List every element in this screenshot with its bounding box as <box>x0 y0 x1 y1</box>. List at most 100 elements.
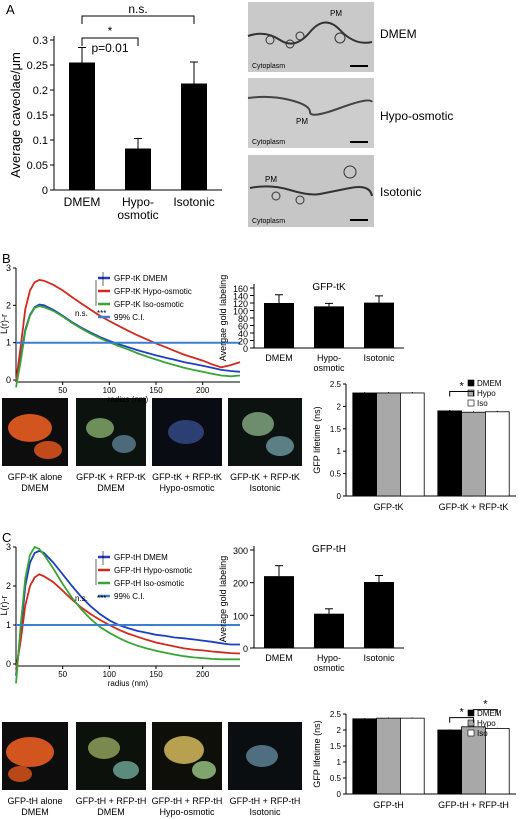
caption-line1: GFP-tH + RFP-tH <box>152 796 223 806</box>
legend-label: GFP-tH Hypo-osmotic <box>114 566 192 575</box>
y-tick-label: 200 <box>233 579 248 589</box>
significance-label: n.s. <box>75 594 88 603</box>
y-axis-label: Average caveolae/μm <box>8 52 23 178</box>
significance-bracket <box>81 37 139 46</box>
bar <box>352 718 377 795</box>
caption-line1: GFP-tH alone <box>7 796 62 806</box>
category-label: DMEM <box>265 353 293 363</box>
category-label: Hypo- <box>317 353 341 363</box>
x-tick-label: 50 <box>58 386 67 395</box>
legend-swatch <box>467 399 475 407</box>
caption-line2: Isotonic <box>249 483 281 493</box>
x-tick-label: 150 <box>149 386 163 395</box>
legend-label: Hypo <box>477 389 496 398</box>
y-tick-label: 0.5 <box>330 470 342 479</box>
chart-th-lifetime-bar: 0 0.5 1 1.5 2 2.5 GFP-tH GFP-tH + RFP-tH DMEMHyp… <box>312 699 516 810</box>
legend-swatch <box>467 729 475 737</box>
micrograph-cyto-label: Cytoplasm <box>252 218 285 225</box>
chart-caveolae-bar: 0 0.05 0.1 0.15 0.2 0.25 0.3 DMEM Hypo-osmotic Is… <box>8 2 222 222</box>
y-tick-label: 3 <box>6 542 11 552</box>
series-line <box>15 545 240 684</box>
y-tick-label: 0 <box>243 344 248 354</box>
significance-bracket <box>473 709 498 715</box>
bar <box>352 392 377 497</box>
legend-swatch <box>467 719 475 727</box>
y-tick-label: 0.2 <box>33 85 48 97</box>
cell-image-captions-c: GFP-tH alone DMEM GFP-tH + RFP-tH DMEM G… <box>7 796 300 817</box>
legend-label: 99% C.I. <box>114 313 145 322</box>
x-tick-label: 200 <box>196 670 210 679</box>
y-tick-label: 0.25 <box>27 60 48 72</box>
group-label: GFP-tH <box>373 800 404 810</box>
legend-label: GFP-tH Iso-osmotic <box>114 579 184 588</box>
bar <box>314 306 344 348</box>
category-label: Isotonic <box>173 195 214 209</box>
bar <box>399 392 425 497</box>
bar <box>314 613 344 648</box>
category-label: osmotic <box>313 663 345 673</box>
bar <box>181 83 207 190</box>
significance-label: * <box>459 707 464 719</box>
y-tick-label: 2 <box>6 581 11 591</box>
category-label: Hypo- <box>317 653 341 663</box>
series-line <box>15 573 241 671</box>
group-label: GFP-tH + RFP-tH <box>438 800 509 810</box>
category-label: osmotic <box>117 208 158 222</box>
bar <box>376 392 401 497</box>
chart-tk-lifetime-bar: 0 0.5 1 1.5 2 2.5 GFP-tK GFP-tK + RFP-tK DMEMHyp… <box>312 379 516 512</box>
legend-label: DMEM <box>477 379 502 388</box>
micrograph-condition-dmem: DMEM <box>380 27 417 41</box>
significance-bracket <box>81 15 195 24</box>
micrograph-hypo: PM Cytoplasm <box>247 78 374 148</box>
y-axis-label: GFP lifetime (ns) <box>312 720 322 787</box>
y-tick-label: 2.5 <box>330 380 342 389</box>
caption-line2: Isotonic <box>249 807 281 817</box>
y-tick-label: 1 <box>337 758 342 767</box>
y-tick-label: 120 <box>233 299 248 309</box>
caption-line1: GFP-tK + RFP-tK <box>230 472 300 482</box>
significance-label: * <box>459 380 464 392</box>
bar <box>437 410 462 497</box>
y-tick-label: 3 <box>6 263 11 273</box>
legend-label: GFP-tK Hypo-osmotic <box>114 287 192 296</box>
caption-line2: DMEM <box>97 807 125 817</box>
bar <box>399 717 425 795</box>
category-label: Hypo- <box>122 195 154 209</box>
y-tick-label: 300 <box>233 546 248 556</box>
bar <box>437 729 462 795</box>
caption-line1: GFP-tK alone <box>8 472 63 482</box>
caption-line1: GFP-tH + RFP-tH <box>230 796 301 806</box>
micrograph-pm-label: PM <box>265 175 277 184</box>
micrograph-isotonic: PM Cytoplasm <box>248 155 374 227</box>
micrograph-cyto-label: Cytoplasm <box>252 63 285 70</box>
legend-label: GFP-tH DMEM <box>114 553 168 562</box>
bar <box>376 717 401 795</box>
bar <box>69 62 95 190</box>
significance-label: * <box>108 24 113 38</box>
chart-th-ripley: 0 1 2 3 50 100 150 200 radius (nm) L(r)-r GFP-tH D… <box>0 542 241 688</box>
bar <box>484 728 510 795</box>
chart-th-gold-bar: 0 100 200 300 DMEM Hypo-osmotic Isotonic Averag… <box>218 544 404 673</box>
chart-title: GFP-tH <box>312 544 346 555</box>
y-tick-label: 0 <box>6 375 11 385</box>
y-tick-label: 1 <box>337 447 342 456</box>
legend-label: GFP-tK DMEM <box>114 274 168 283</box>
x-tick-label: 100 <box>103 670 117 679</box>
group-label: GFP-tK <box>373 502 403 512</box>
y-axis-label: L(r)-r <box>0 596 9 616</box>
micrograph-pm-label: PM <box>330 9 342 18</box>
chart-tk-ripley: 0 1 2 3 50 100 150 200 radius (nm) L(r)-r GFP-tK D… <box>0 263 241 404</box>
bar <box>125 148 151 190</box>
category-label: osmotic <box>313 363 345 373</box>
bar <box>264 576 294 648</box>
panel-label-a: A <box>6 2 15 17</box>
bar <box>264 303 294 348</box>
bar <box>461 411 486 497</box>
y-tick-label: 0 <box>42 185 48 197</box>
micrograph-pm-label: PM <box>296 117 308 126</box>
legend-label: Hypo <box>477 719 496 728</box>
y-tick-label: 0 <box>337 790 342 799</box>
caption-line2: Hypo-osmotic <box>159 807 215 817</box>
